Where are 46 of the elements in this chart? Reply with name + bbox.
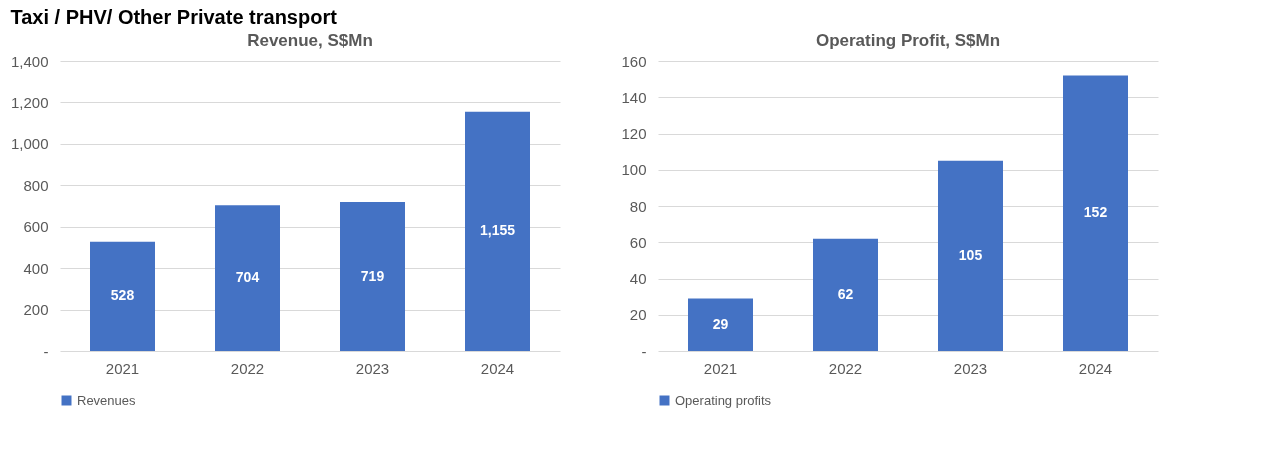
bar [688, 298, 753, 351]
y-tick-label: 1,400 [10, 52, 49, 70]
x-tick-label: 2022 [230, 359, 265, 377]
x-tick-label: 2024 [480, 359, 515, 377]
bar [465, 111, 530, 351]
y-tick-label: 1,200 [10, 93, 49, 111]
bar [340, 202, 405, 351]
y-tick-label: 80 [629, 197, 647, 215]
x-tick-label: 2023 [953, 359, 988, 377]
y-tick-label: - [43, 342, 49, 360]
bar [938, 160, 1003, 351]
bar [1063, 75, 1128, 351]
x-tick-label: 2021 [105, 359, 140, 377]
bar [215, 205, 280, 351]
text: 152 [1083, 204, 1108, 221]
text: 1,155 [479, 222, 516, 239]
text: 528 [110, 287, 135, 304]
bar [90, 241, 155, 351]
y-tick-label: 160 [621, 52, 647, 70]
x-tick-label: 2023 [355, 359, 390, 377]
chart-title: Revenue, S$Mn [247, 31, 373, 50]
y-tick-label: 600 [23, 218, 49, 236]
y-tick-label: 120 [621, 125, 647, 142]
y-tick-label: - [641, 342, 647, 360]
x-tick-label: 2021 [703, 359, 738, 377]
x-tick-label: 2024 [1078, 359, 1113, 377]
y-tick-label: 40 [629, 270, 647, 287]
text: 719 [360, 267, 385, 284]
text: 704 [235, 269, 260, 286]
y-tick-label: 60 [629, 233, 647, 251]
y-tick-label: 1,000 [10, 135, 49, 153]
y-tick-label: 140 [621, 88, 647, 106]
y-tick-label: 800 [23, 176, 49, 194]
y-tick-label: 100 [621, 161, 647, 179]
y-tick-label: 200 [23, 301, 49, 319]
text: 105 [958, 246, 983, 263]
legend-label: Operating profits [675, 392, 772, 408]
chart-title: Operating Profit, S$Mn [815, 31, 1001, 50]
y-tick-label: 20 [629, 306, 647, 324]
legend-label: Revenues [77, 392, 137, 408]
y-tick-label: 400 [23, 259, 49, 277]
text: 62 [837, 285, 854, 302]
x-tick-label: 2022 [828, 359, 863, 377]
bar [813, 238, 878, 351]
text: Taxi / PHV/ Other Private transport [10, 6, 338, 28]
text: 29 [712, 315, 729, 332]
